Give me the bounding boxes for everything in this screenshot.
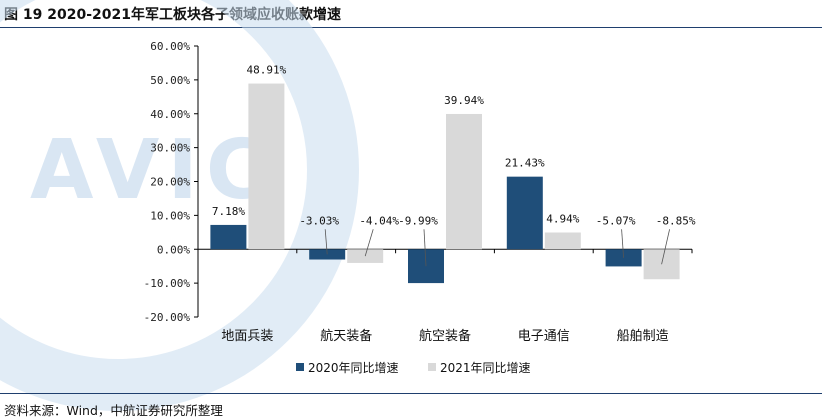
category-label: 电子通信 <box>518 329 570 344</box>
data-label: -3.03% <box>299 214 339 227</box>
data-label: -4.04% <box>359 214 399 227</box>
data-label-leader <box>364 229 374 257</box>
category-label: 船舶制造 <box>617 328 669 344</box>
y-tick-label: 40.00% <box>150 108 190 121</box>
y-tick-label: 60.00% <box>150 40 190 53</box>
watermark-text: AVIC <box>30 123 274 218</box>
watermark-ring <box>0 0 359 411</box>
data-label: 21.43% <box>505 157 545 170</box>
y-tick-label: 30.00% <box>150 142 190 155</box>
data-label: 48.91% <box>247 64 287 77</box>
bar-2021 <box>544 232 581 250</box>
bar-2020 <box>210 224 247 250</box>
y-tick-label: 10.00% <box>150 209 190 222</box>
bar-2020 <box>506 176 543 250</box>
source-note: 资料来源：Wind，中航证券研究所整理 <box>4 403 223 418</box>
data-label: 4.94% <box>546 213 579 226</box>
y-tick-label: 50.00% <box>150 74 190 87</box>
legend-label: 2020年同比增速 <box>308 361 399 375</box>
watermark-logo: AVIC <box>0 0 359 411</box>
category-label: 航天装备 <box>320 328 372 344</box>
y-tick-label: -10.00% <box>144 277 191 290</box>
data-label: 39.94% <box>444 94 484 107</box>
data-label: 7.18% <box>212 205 245 218</box>
category-label: 航空装备 <box>419 328 471 344</box>
data-label: -8.85% <box>656 214 696 227</box>
data-label-leader <box>423 229 427 267</box>
y-tick-label: 20.00% <box>150 176 190 189</box>
source-bar: 资料来源：Wind，中航证券研究所整理 <box>0 393 822 420</box>
legend-swatch <box>296 363 304 371</box>
bar-2021 <box>248 83 285 250</box>
data-label-leader <box>661 229 670 265</box>
legend-label: 2021年同比增速 <box>440 361 531 375</box>
data-label: -9.99% <box>398 214 438 227</box>
y-tick-label: -20.00% <box>144 311 191 324</box>
legend: 2020年同比增速 2021年同比增速 <box>296 361 531 375</box>
data-label-leader <box>324 229 328 255</box>
data-label: -5.07% <box>596 214 636 227</box>
y-tick-label: 0.00% <box>157 243 190 256</box>
category-label: 地面兵装 <box>221 329 273 344</box>
data-label-leader <box>621 229 624 258</box>
bar-2021 <box>446 113 482 250</box>
legend-swatch <box>428 363 436 371</box>
